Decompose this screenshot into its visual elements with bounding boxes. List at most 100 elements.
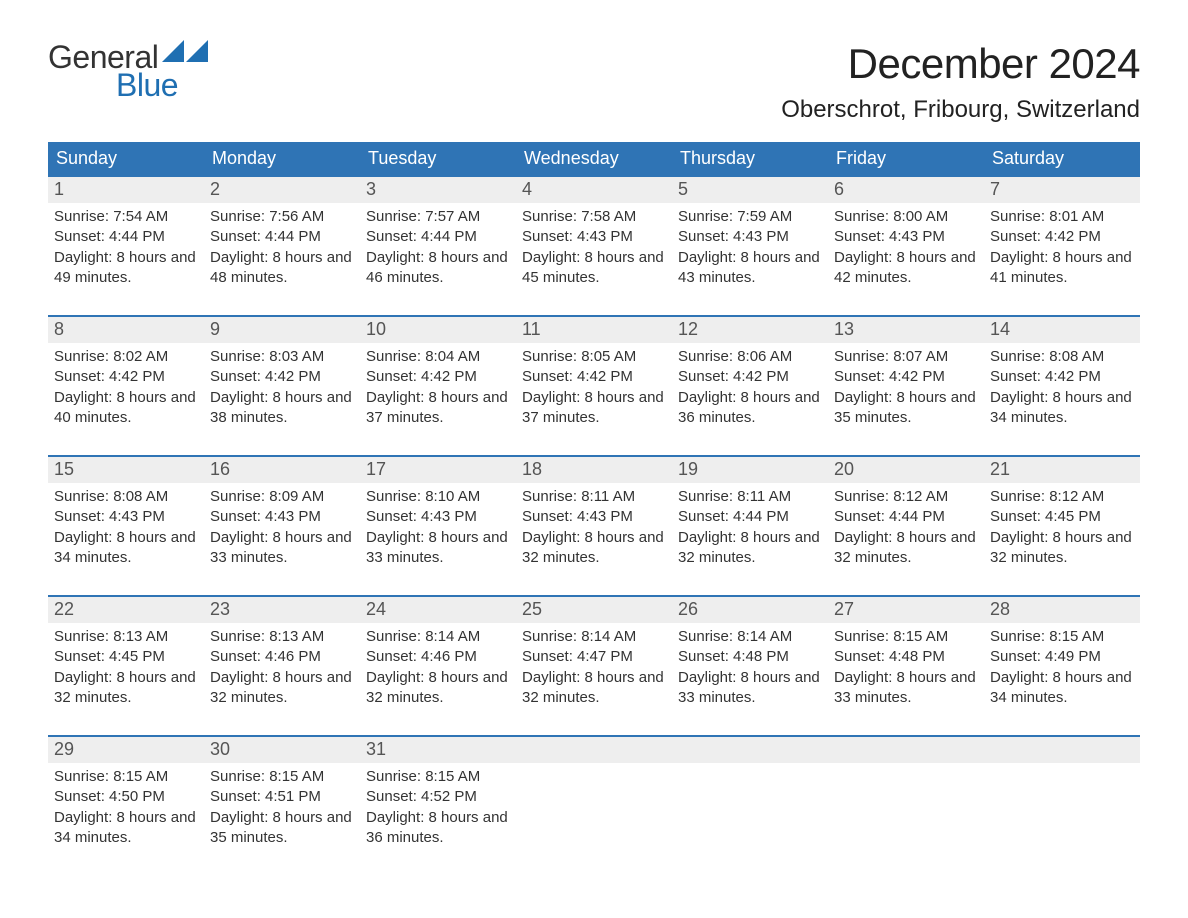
daylight-line: Daylight: 8 hours and 32 minutes. (522, 668, 666, 709)
sunrise-line: Sunrise: 8:07 AM (834, 347, 978, 367)
sunrise-line: Sunrise: 8:04 AM (366, 347, 510, 367)
day-number: 29 (48, 737, 204, 763)
sunset-line: Sunset: 4:45 PM (54, 647, 198, 667)
sunrise-line: Sunrise: 7:59 AM (678, 207, 822, 227)
day-body: Sunrise: 8:14 AMSunset: 4:46 PMDaylight:… (360, 623, 516, 712)
sunrise-line: Sunrise: 8:02 AM (54, 347, 198, 367)
day-body: Sunrise: 8:05 AMSunset: 4:42 PMDaylight:… (516, 343, 672, 432)
daylight-line: Daylight: 8 hours and 33 minutes. (678, 668, 822, 709)
day-body: Sunrise: 7:56 AMSunset: 4:44 PMDaylight:… (204, 203, 360, 292)
daylight-line: Daylight: 8 hours and 38 minutes. (210, 388, 354, 429)
weekday-header: Thursday (672, 142, 828, 177)
empty-day-number (984, 737, 1140, 763)
day-body: Sunrise: 8:15 AMSunset: 4:50 PMDaylight:… (48, 763, 204, 852)
sunrise-line: Sunrise: 8:13 AM (210, 627, 354, 647)
daylight-line: Daylight: 8 hours and 34 minutes. (990, 388, 1134, 429)
day-body: Sunrise: 8:08 AMSunset: 4:43 PMDaylight:… (48, 483, 204, 572)
sunrise-line: Sunrise: 8:11 AM (522, 487, 666, 507)
day-number: 30 (204, 737, 360, 763)
sunrise-line: Sunrise: 8:15 AM (210, 767, 354, 787)
day-number: 20 (828, 457, 984, 483)
daylight-line: Daylight: 8 hours and 35 minutes. (210, 808, 354, 849)
sunrise-line: Sunrise: 8:08 AM (990, 347, 1134, 367)
logo-triangle-icon (162, 40, 210, 68)
sunset-line: Sunset: 4:46 PM (366, 647, 510, 667)
day-body: Sunrise: 8:15 AMSunset: 4:52 PMDaylight:… (360, 763, 516, 852)
day-number: 15 (48, 457, 204, 483)
day-number: 6 (828, 177, 984, 203)
daylight-line: Daylight: 8 hours and 37 minutes. (366, 388, 510, 429)
sunset-line: Sunset: 4:47 PM (522, 647, 666, 667)
day-number: 26 (672, 597, 828, 623)
day-cell: 11Sunrise: 8:05 AMSunset: 4:42 PMDayligh… (516, 317, 672, 437)
sunset-line: Sunset: 4:43 PM (678, 227, 822, 247)
sunset-line: Sunset: 4:48 PM (678, 647, 822, 667)
day-body: Sunrise: 8:14 AMSunset: 4:48 PMDaylight:… (672, 623, 828, 712)
sunrise-line: Sunrise: 8:14 AM (522, 627, 666, 647)
day-number: 2 (204, 177, 360, 203)
sunrise-line: Sunrise: 8:01 AM (990, 207, 1134, 227)
daylight-line: Daylight: 8 hours and 32 minutes. (678, 528, 822, 569)
day-cell: 1Sunrise: 7:54 AMSunset: 4:44 PMDaylight… (48, 177, 204, 297)
sunrise-line: Sunrise: 8:03 AM (210, 347, 354, 367)
daylight-line: Daylight: 8 hours and 49 minutes. (54, 248, 198, 289)
day-body: Sunrise: 8:15 AMSunset: 4:48 PMDaylight:… (828, 623, 984, 712)
day-cell: 15Sunrise: 8:08 AMSunset: 4:43 PMDayligh… (48, 457, 204, 577)
day-cell: 13Sunrise: 8:07 AMSunset: 4:42 PMDayligh… (828, 317, 984, 437)
sunset-line: Sunset: 4:50 PM (54, 787, 198, 807)
calendar: SundayMondayTuesdayWednesdayThursdayFrid… (48, 142, 1140, 857)
day-cell: 31Sunrise: 8:15 AMSunset: 4:52 PMDayligh… (360, 737, 516, 857)
sunset-line: Sunset: 4:42 PM (210, 367, 354, 387)
daylight-line: Daylight: 8 hours and 32 minutes. (210, 668, 354, 709)
day-number: 5 (672, 177, 828, 203)
empty-day-cell (828, 737, 984, 857)
daylight-line: Daylight: 8 hours and 33 minutes. (210, 528, 354, 569)
daylight-line: Daylight: 8 hours and 33 minutes. (366, 528, 510, 569)
empty-day-number (516, 737, 672, 763)
logo-text-blue: Blue (116, 69, 210, 101)
empty-day-cell (516, 737, 672, 857)
day-number: 19 (672, 457, 828, 483)
day-number: 7 (984, 177, 1140, 203)
day-cell: 17Sunrise: 8:10 AMSunset: 4:43 PMDayligh… (360, 457, 516, 577)
sunrise-line: Sunrise: 8:13 AM (54, 627, 198, 647)
day-cell: 26Sunrise: 8:14 AMSunset: 4:48 PMDayligh… (672, 597, 828, 717)
sunrise-line: Sunrise: 8:12 AM (834, 487, 978, 507)
sunset-line: Sunset: 4:42 PM (834, 367, 978, 387)
sunrise-line: Sunrise: 8:11 AM (678, 487, 822, 507)
day-body: Sunrise: 8:08 AMSunset: 4:42 PMDaylight:… (984, 343, 1140, 432)
day-number: 27 (828, 597, 984, 623)
weekday-header: Sunday (48, 142, 204, 177)
sunset-line: Sunset: 4:43 PM (522, 507, 666, 527)
day-cell: 30Sunrise: 8:15 AMSunset: 4:51 PMDayligh… (204, 737, 360, 857)
day-number: 9 (204, 317, 360, 343)
sunset-line: Sunset: 4:44 PM (834, 507, 978, 527)
sunset-line: Sunset: 4:48 PM (834, 647, 978, 667)
day-number: 1 (48, 177, 204, 203)
daylight-line: Daylight: 8 hours and 32 minutes. (834, 528, 978, 569)
day-body: Sunrise: 8:02 AMSunset: 4:42 PMDaylight:… (48, 343, 204, 432)
sunset-line: Sunset: 4:43 PM (366, 507, 510, 527)
week-row: 29Sunrise: 8:15 AMSunset: 4:50 PMDayligh… (48, 735, 1140, 857)
day-cell: 27Sunrise: 8:15 AMSunset: 4:48 PMDayligh… (828, 597, 984, 717)
day-cell: 5Sunrise: 7:59 AMSunset: 4:43 PMDaylight… (672, 177, 828, 297)
day-number: 18 (516, 457, 672, 483)
day-body: Sunrise: 8:01 AMSunset: 4:42 PMDaylight:… (984, 203, 1140, 292)
sunset-line: Sunset: 4:42 PM (54, 367, 198, 387)
daylight-line: Daylight: 8 hours and 42 minutes. (834, 248, 978, 289)
sunset-line: Sunset: 4:45 PM (990, 507, 1134, 527)
sunrise-line: Sunrise: 8:15 AM (834, 627, 978, 647)
sunset-line: Sunset: 4:44 PM (678, 507, 822, 527)
day-number: 21 (984, 457, 1140, 483)
day-body: Sunrise: 8:11 AMSunset: 4:43 PMDaylight:… (516, 483, 672, 572)
daylight-line: Daylight: 8 hours and 40 minutes. (54, 388, 198, 429)
daylight-line: Daylight: 8 hours and 46 minutes. (366, 248, 510, 289)
day-body: Sunrise: 8:14 AMSunset: 4:47 PMDaylight:… (516, 623, 672, 712)
title-block: December 2024 Oberschrot, Fribourg, Swit… (781, 40, 1140, 124)
daylight-line: Daylight: 8 hours and 32 minutes. (522, 528, 666, 569)
day-cell: 9 Sunrise: 8:03 AMSunset: 4:42 PMDaylight… (204, 317, 360, 437)
day-number: 17 (360, 457, 516, 483)
sunrise-line: Sunrise: 7:58 AM (522, 207, 666, 227)
week-row: 1Sunrise: 7:54 AMSunset: 4:44 PMDaylight… (48, 177, 1140, 297)
weekday-header: Saturday (984, 142, 1140, 177)
